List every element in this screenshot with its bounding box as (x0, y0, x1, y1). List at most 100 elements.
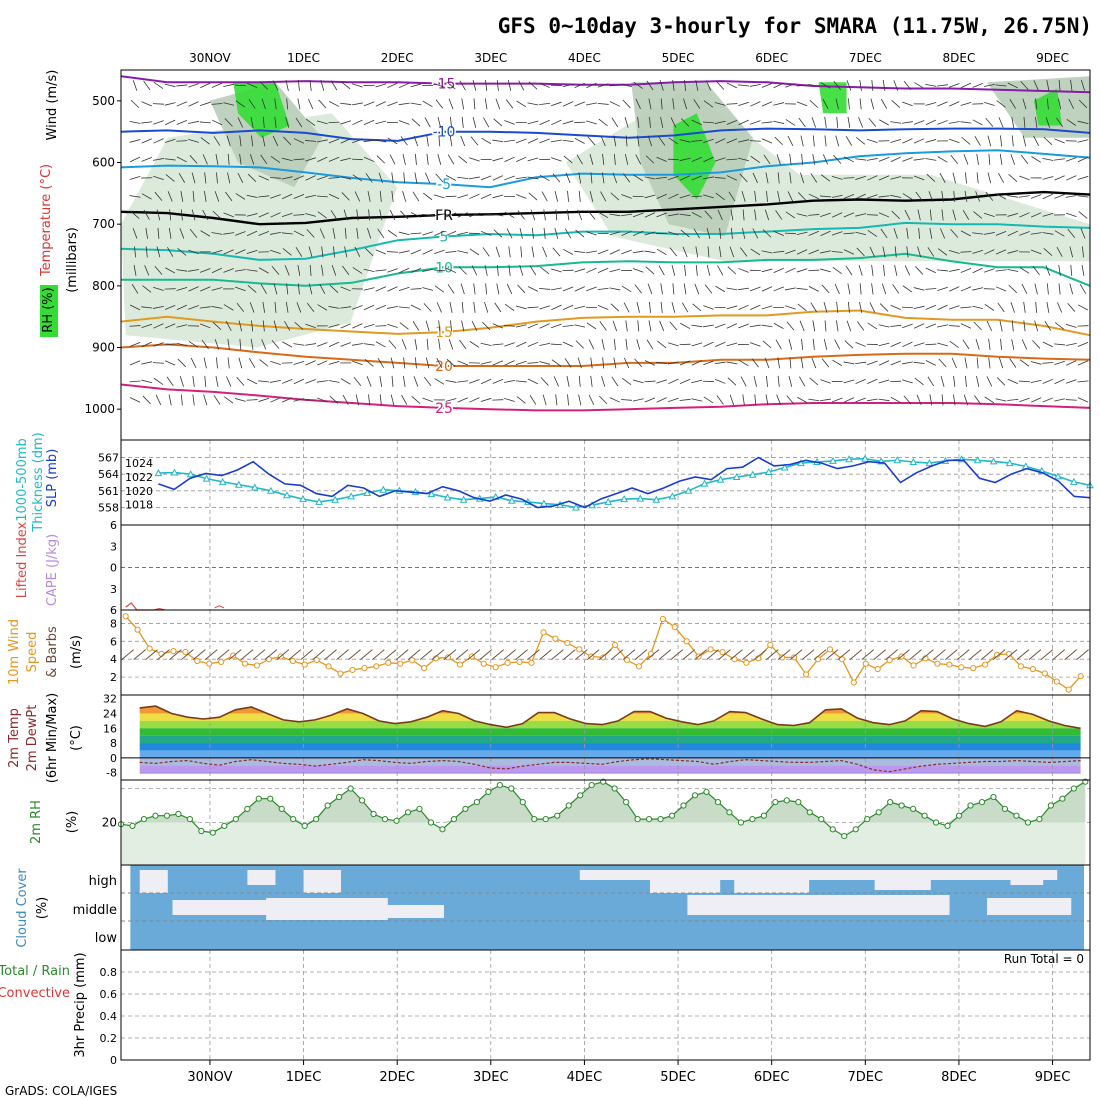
rh-point (358, 797, 366, 804)
wind-barb (714, 379, 726, 384)
wind-barb (680, 229, 690, 238)
wind-barb (203, 394, 208, 406)
wind-barb (270, 360, 281, 365)
wind-barb (492, 213, 504, 217)
wind-barb (445, 398, 457, 402)
rh-point (301, 822, 308, 830)
wind-barb (260, 283, 267, 294)
rh-point (473, 799, 480, 806)
wind-barb (609, 249, 621, 255)
wind-barb (740, 376, 747, 387)
date-label-top: 3DEC (474, 51, 507, 65)
wind-barb (611, 117, 619, 128)
rh-point (795, 799, 802, 806)
wind-barb (215, 375, 219, 387)
wind-barb (527, 341, 539, 347)
wind-barb (422, 100, 433, 108)
wind-barb (471, 265, 478, 276)
wind-barb (574, 305, 586, 310)
wind-barb (999, 357, 1004, 369)
wind-barb (705, 80, 712, 91)
wind-barb (703, 176, 714, 180)
wind-barb (484, 264, 488, 276)
wind-barb (738, 139, 750, 143)
thickness-point (379, 485, 388, 493)
wind-barb (141, 138, 152, 144)
wind-barb (843, 249, 855, 255)
wind-barb (305, 194, 317, 198)
wind-barb (577, 357, 582, 369)
wind-barb (433, 213, 445, 217)
wind-barb (693, 99, 701, 109)
wind-barb (1033, 80, 1039, 91)
wind-barb (871, 264, 874, 276)
wind-barb (1030, 194, 1042, 199)
li-tick: 0 (110, 562, 117, 575)
wind-barb (505, 99, 514, 109)
wind-barb (761, 101, 773, 107)
wind-barb (168, 394, 172, 406)
wind-speed-point (1029, 665, 1036, 673)
wind-barb (633, 174, 644, 182)
wind-barb (610, 303, 620, 312)
wind-barb (329, 395, 339, 404)
wind-barb (821, 284, 830, 294)
wind-barb (749, 120, 761, 125)
wind-barb (188, 341, 199, 348)
wind-barb (316, 139, 328, 143)
wind-barb (352, 360, 363, 366)
wind-barb (1023, 301, 1026, 313)
wind-barb (515, 138, 527, 144)
wind-barb (611, 376, 619, 387)
wind-barb (917, 246, 922, 258)
wind-barb (191, 209, 196, 221)
rh-point (588, 782, 595, 789)
wind-barb (562, 120, 574, 125)
wind-barb (515, 360, 527, 365)
wind-barb (180, 190, 184, 202)
wind-barb (508, 264, 511, 276)
wind-barb (1054, 360, 1065, 365)
wind-barb (715, 192, 725, 201)
wind-barb (633, 230, 644, 237)
wind-barb (820, 195, 832, 198)
wind-barb (1010, 302, 1015, 313)
wind-barb (726, 82, 737, 89)
wind-barb (343, 209, 348, 221)
wind-barb (480, 378, 492, 385)
rh-point (531, 816, 538, 823)
wind-barb (539, 287, 551, 290)
wind-tick: 2 (110, 671, 117, 684)
wind-barbs (129, 79, 1089, 406)
wind-barb (878, 324, 890, 328)
thickness-point (845, 455, 853, 463)
wind-barb (901, 121, 913, 124)
wind-barb (613, 357, 617, 369)
wind-barb (1054, 378, 1065, 385)
wind-barb (391, 172, 394, 184)
wind-barb (948, 138, 960, 144)
wind-barb (321, 264, 324, 276)
rh-point (726, 809, 733, 816)
rh-point (508, 785, 515, 792)
wind-barb (671, 264, 676, 276)
wind-barb (987, 172, 992, 184)
rh-point (955, 812, 963, 819)
wind-barb (800, 172, 805, 184)
wind-barb (562, 139, 574, 143)
wind-barb (566, 375, 570, 387)
wind-barb (295, 117, 303, 128)
wind-barb (913, 342, 925, 347)
wind-barb (1077, 156, 1089, 163)
wind-speed-point (397, 660, 404, 667)
wind-barb (831, 251, 843, 253)
wind-barb (191, 172, 196, 184)
wind-barb (248, 358, 256, 368)
wind-speed-point (767, 641, 774, 648)
wind-barb (199, 101, 211, 107)
wind-barb (316, 175, 328, 181)
wind-barb (342, 265, 350, 276)
date-label-bottom: 3DEC (473, 1070, 509, 1085)
wind-barb (937, 324, 949, 328)
wind-barb (364, 359, 374, 367)
